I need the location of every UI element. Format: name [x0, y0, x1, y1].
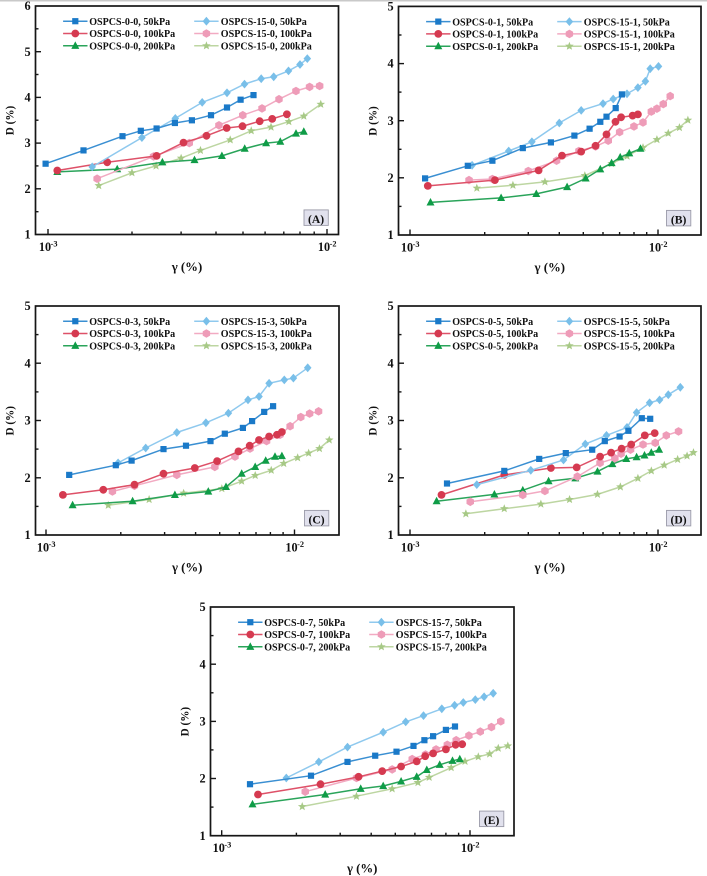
- svg-text:γ (%): γ (%): [534, 561, 566, 575]
- svg-text:10: 10: [318, 240, 330, 254]
- svg-text:10: 10: [39, 240, 51, 254]
- svg-text:3: 3: [388, 414, 394, 428]
- svg-text:OSPCS-15-3, 200kPa: OSPCS-15-3, 200kPa: [221, 342, 312, 353]
- svg-text:4: 4: [388, 356, 394, 370]
- svg-text:1: 1: [388, 228, 394, 242]
- svg-text:10: 10: [285, 540, 297, 554]
- svg-text:4: 4: [388, 57, 394, 71]
- svg-text:OSPCS-0-7, 100kPa: OSPCS-0-7, 100kPa: [264, 630, 350, 641]
- svg-text:10: 10: [461, 841, 473, 855]
- svg-text:10: 10: [37, 540, 49, 554]
- svg-text:OSPCS-0-3, 100kPa: OSPCS-0-3, 100kPa: [89, 329, 175, 340]
- svg-text:D (%): D (%): [368, 406, 380, 436]
- svg-text:(A): (A): [308, 213, 324, 226]
- svg-text:-2: -2: [473, 841, 480, 850]
- svg-text:OSPCS-0-7, 200kPa: OSPCS-0-7, 200kPa: [264, 643, 350, 654]
- svg-text:OSPCS-15-0, 100kPa: OSPCS-15-0, 100kPa: [221, 29, 312, 40]
- svg-text:OSPCS-15-0, 50kPa: OSPCS-15-0, 50kPa: [221, 17, 307, 28]
- svg-text:OSPCS-0-0, 100kPa: OSPCS-0-0, 100kPa: [89, 29, 175, 40]
- svg-text:-3: -3: [413, 540, 420, 549]
- svg-text:4: 4: [25, 356, 31, 370]
- svg-text:4: 4: [25, 91, 31, 105]
- svg-text:OSPCS-15-5, 100kPa: OSPCS-15-5, 100kPa: [584, 329, 675, 340]
- svg-text:OSPCS-0-1, 200kPa: OSPCS-0-1, 200kPa: [452, 42, 538, 53]
- svg-text:OSPCS-0-1, 100kPa: OSPCS-0-1, 100kPa: [452, 30, 538, 41]
- svg-text:OSPCS-15-0, 200kPa: OSPCS-15-0, 200kPa: [221, 42, 312, 53]
- svg-text:10: 10: [213, 841, 225, 855]
- svg-text:3: 3: [200, 715, 206, 729]
- svg-text:3: 3: [388, 114, 394, 128]
- svg-text:γ (%): γ (%): [171, 260, 203, 274]
- svg-text:OSPCS-0-5, 50kPa: OSPCS-0-5, 50kPa: [452, 317, 533, 328]
- svg-text:(E): (E): [484, 814, 500, 827]
- svg-text:2: 2: [25, 471, 31, 485]
- svg-text:γ (%): γ (%): [171, 561, 203, 575]
- svg-text:5: 5: [388, 0, 394, 14]
- svg-text:OSPCS-15-7, 50kPa: OSPCS-15-7, 50kPa: [396, 618, 482, 629]
- svg-text:2: 2: [25, 182, 31, 196]
- svg-text:OSPCS-0-1, 50kPa: OSPCS-0-1, 50kPa: [452, 17, 533, 28]
- svg-text:OSPCS-15-5, 200kPa: OSPCS-15-5, 200kPa: [584, 342, 675, 353]
- svg-text:6: 6: [25, 0, 31, 13]
- svg-text:D (%): D (%): [180, 707, 192, 737]
- svg-text:OSPCS-15-1, 100kPa: OSPCS-15-1, 100kPa: [584, 30, 675, 41]
- svg-text:(D): (D): [671, 513, 687, 526]
- svg-text:4: 4: [200, 657, 206, 671]
- svg-text:2: 2: [388, 471, 394, 485]
- svg-text:2: 2: [200, 772, 206, 786]
- svg-text:OSPCS-15-7, 200kPa: OSPCS-15-7, 200kPa: [396, 643, 487, 654]
- svg-text:-2: -2: [661, 540, 668, 549]
- svg-text:OSPCS-15-1, 200kPa: OSPCS-15-1, 200kPa: [584, 42, 675, 53]
- svg-text:2: 2: [388, 171, 394, 185]
- svg-text:-2: -2: [330, 239, 337, 248]
- svg-text:γ (%): γ (%): [534, 261, 566, 275]
- svg-text:(B): (B): [671, 213, 687, 226]
- svg-text:-2: -2: [297, 540, 304, 549]
- svg-text:10: 10: [649, 540, 661, 554]
- svg-text:OSPCS-0-5, 100kPa: OSPCS-0-5, 100kPa: [452, 329, 538, 340]
- svg-text:OSPCS-15-7, 100kPa: OSPCS-15-7, 100kPa: [396, 630, 487, 641]
- svg-text:-3: -3: [224, 841, 231, 850]
- svg-text:D (%): D (%): [5, 406, 17, 436]
- svg-text:γ (%): γ (%): [346, 861, 378, 875]
- svg-text:D (%): D (%): [5, 105, 17, 135]
- svg-text:-3: -3: [49, 540, 56, 549]
- svg-text:OSPCS-15-3, 50kPa: OSPCS-15-3, 50kPa: [221, 317, 307, 328]
- svg-text:1: 1: [200, 829, 206, 843]
- svg-text:-3: -3: [51, 239, 58, 248]
- svg-text:5: 5: [25, 45, 31, 59]
- svg-text:(C): (C): [309, 513, 325, 526]
- svg-text:-3: -3: [413, 240, 420, 249]
- svg-text:5: 5: [388, 299, 394, 313]
- svg-text:OSPCS-15-3, 100kPa: OSPCS-15-3, 100kPa: [221, 329, 312, 340]
- svg-text:1: 1: [25, 228, 31, 242]
- svg-text:OSPCS-0-7, 50kPa: OSPCS-0-7, 50kPa: [264, 618, 345, 629]
- svg-text:10: 10: [649, 240, 661, 254]
- svg-text:OSPCS-0-0, 50kPa: OSPCS-0-0, 50kPa: [89, 17, 170, 28]
- svg-text:5: 5: [200, 600, 206, 614]
- svg-text:10: 10: [401, 540, 413, 554]
- svg-text:D (%): D (%): [368, 106, 380, 136]
- svg-text:-2: -2: [661, 240, 668, 249]
- svg-text:1: 1: [388, 528, 394, 542]
- svg-text:OSPCS-0-3, 50kPa: OSPCS-0-3, 50kPa: [89, 317, 170, 328]
- svg-text:OSPCS-0-3, 200kPa: OSPCS-0-3, 200kPa: [89, 342, 175, 353]
- svg-text:5: 5: [25, 299, 31, 313]
- svg-text:10: 10: [401, 240, 413, 254]
- svg-text:3: 3: [25, 136, 31, 150]
- svg-text:3: 3: [25, 414, 31, 428]
- svg-text:OSPCS-15-1, 50kPa: OSPCS-15-1, 50kPa: [584, 17, 670, 28]
- svg-text:OSPCS-0-0, 200kPa: OSPCS-0-0, 200kPa: [89, 42, 175, 53]
- svg-text:1: 1: [25, 528, 31, 542]
- svg-text:OSPCS-15-5, 50kPa: OSPCS-15-5, 50kPa: [584, 317, 670, 328]
- svg-text:OSPCS-0-5, 200kPa: OSPCS-0-5, 200kPa: [452, 342, 538, 353]
